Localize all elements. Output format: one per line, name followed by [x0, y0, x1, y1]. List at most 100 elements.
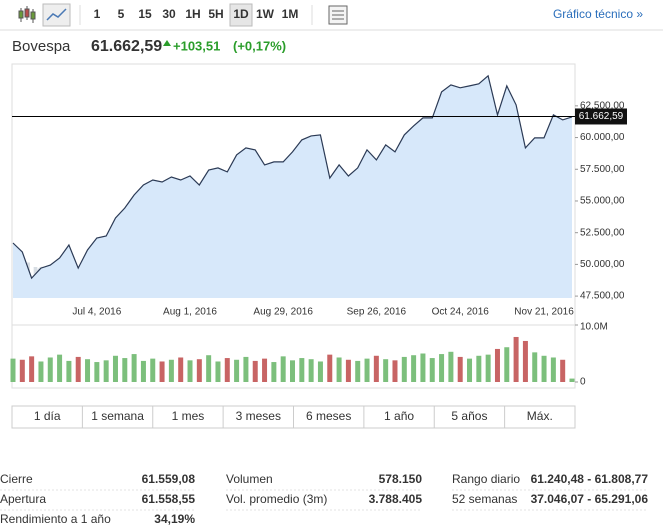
- plot: Investing.com47.500,0050.000,0052.500,00…: [10, 74, 627, 388]
- volume-bar: [196, 359, 202, 382]
- price-line-label-bg: [575, 108, 627, 125]
- volume-bar: [327, 354, 333, 382]
- stat-value: 3.788.405: [369, 492, 423, 506]
- volume-bar: [522, 340, 528, 382]
- period-button[interactable]: 1 semana: [91, 409, 144, 423]
- volume-bar: [383, 359, 389, 382]
- interval-button[interactable]: 15: [138, 7, 152, 21]
- interval-button[interactable]: 1M: [282, 7, 299, 21]
- interval-button[interactable]: 1: [94, 7, 101, 21]
- volume-bar: [85, 359, 91, 382]
- volume-bar: [467, 358, 473, 382]
- toolbar: 1 5 15 30 1H 5H 1D 1W 1M Gráfico técnico…: [0, 3, 663, 31]
- interval-button[interactable]: 5H: [208, 7, 223, 21]
- period-button[interactable]: Máx.: [527, 409, 553, 423]
- volume-bar: [103, 360, 109, 382]
- stat-value: 578.150: [379, 472, 423, 486]
- interval-button[interactable]: 1W: [256, 7, 275, 21]
- volume-bar: [94, 362, 100, 382]
- period-button[interactable]: 1 mes: [172, 409, 205, 423]
- technical-chart-link[interactable]: Gráfico técnico »: [553, 7, 643, 21]
- y-tick-label: 60.000,00: [580, 132, 625, 143]
- volume-bar: [215, 361, 221, 382]
- volume-bar: [10, 358, 16, 382]
- x-tick-label: Nov 21, 2016: [514, 307, 574, 318]
- volume-bar: [364, 358, 370, 382]
- volume-bar: [420, 353, 426, 382]
- volume-bar: [476, 355, 482, 382]
- stat-label: Volumen: [226, 472, 273, 486]
- x-tick-label: Aug 29, 2016: [253, 307, 313, 318]
- period-button[interactable]: 6 meses: [306, 409, 351, 423]
- period-button[interactable]: 3 meses: [236, 409, 281, 423]
- volume-bar: [513, 336, 519, 382]
- table-icon[interactable]: [328, 5, 348, 25]
- stat-label: Cierre: [0, 472, 33, 486]
- y-tick-label: 57.500,00: [580, 164, 625, 175]
- volume-bar: [252, 360, 258, 382]
- volume-tick-label: 0: [580, 377, 586, 388]
- volume-bar: [47, 357, 53, 382]
- interval-button[interactable]: 1H: [185, 7, 200, 21]
- volume-bar: [159, 361, 165, 382]
- price-line-label: 61.662,59: [579, 111, 624, 122]
- stat-value: 37.046,07 - 65.291,06: [531, 492, 649, 506]
- volume-bar: [308, 359, 314, 382]
- price-line: [12, 74, 573, 280]
- stat-label: Vol. promedio (3m): [226, 492, 327, 506]
- interval-button[interactable]: 5: [118, 7, 125, 21]
- stat-label: Apertura: [0, 492, 46, 506]
- period-button[interactable]: 1 año: [384, 409, 414, 423]
- candle-icon[interactable]: [18, 6, 36, 23]
- volume-bar: [140, 360, 146, 382]
- volume-bar: [392, 360, 398, 382]
- volume-bar: [494, 348, 500, 382]
- interval-button[interactable]: 30: [162, 7, 176, 21]
- price-change: +103,51: [173, 38, 220, 53]
- stat-label: Rango diario: [452, 472, 520, 486]
- volume-bar: [29, 356, 35, 382]
- volume-bar: [345, 359, 351, 382]
- volume-bar: [19, 359, 25, 382]
- volume-bar: [448, 351, 454, 382]
- volume-bar: [373, 355, 379, 382]
- stats: Cierre 61.559,08 Apertura 61.558,55 Rendimie…: [0, 472, 649, 526]
- chart-frame: [11, 63, 576, 389]
- line-icon[interactable]: [42, 3, 71, 27]
- volume-bar: [75, 356, 81, 382]
- volume-bar: [401, 356, 407, 382]
- volume-bar: [66, 360, 72, 382]
- volume-bar: [532, 352, 538, 382]
- volume-bar: [150, 358, 156, 382]
- volume-bar: [429, 358, 435, 382]
- volume-bar: [280, 356, 286, 382]
- volume-bar: [168, 359, 174, 382]
- stat-value: 61.559,08: [142, 472, 196, 486]
- volume-bar: [560, 359, 566, 382]
- volume-bar: [290, 360, 295, 382]
- x-tick-label: Jul 4, 2016: [72, 307, 121, 318]
- volume-bar: [457, 356, 463, 382]
- volume-bar: [57, 354, 63, 382]
- up-arrow: [163, 40, 171, 46]
- volume-bar: [569, 378, 575, 382]
- y-tick-label: 50.000,00: [580, 259, 625, 270]
- interval-button[interactable]: 1D: [233, 7, 249, 21]
- volume-bar: [262, 358, 268, 382]
- volume-bar: [439, 354, 445, 382]
- period-button[interactable]: 1 día: [34, 409, 61, 423]
- stat-value: 61.240,48 - 61.808,77: [531, 472, 649, 486]
- volume-bar: [485, 354, 491, 382]
- volume-bar: [187, 360, 193, 382]
- x-tick-label: Aug 1, 2016: [163, 307, 217, 318]
- x-tick-label: Sep 26, 2016: [347, 307, 407, 318]
- price-area: [13, 75, 572, 298]
- volume-bar: [224, 358, 230, 382]
- period-button[interactable]: 5 años: [451, 409, 487, 423]
- volume-bar: [206, 355, 212, 382]
- volume-bar: [504, 347, 510, 382]
- last-price: 61.662,59: [91, 38, 162, 55]
- y-tick-label: 55.000,00: [580, 196, 625, 207]
- instrument-name: Bovespa: [12, 38, 71, 55]
